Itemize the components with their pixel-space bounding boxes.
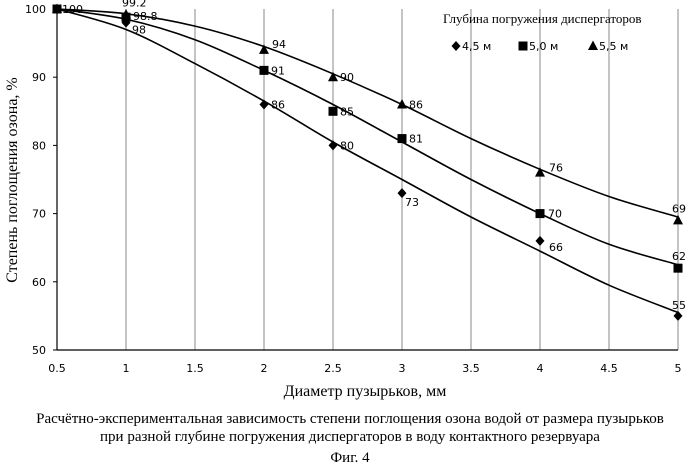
data-label: 98 — [132, 24, 146, 37]
x-tick-label: 2 — [261, 362, 268, 375]
trend-line-2 — [56, 8, 679, 266]
data-label: 62 — [672, 250, 686, 263]
data-point — [259, 65, 269, 75]
data-labels: 100 98 86 80 73 66 55 98.8 91 85 81 70 62 99.2 94 90 86 7… — [62, 0, 686, 312]
trend-line-1 — [56, 8, 679, 314]
data-label: 91 — [271, 64, 285, 77]
legend-label: 5,0 м — [529, 40, 558, 53]
data-point — [52, 3, 62, 13]
x-tick-label: 2.5 — [324, 362, 342, 375]
legend-marker — [588, 40, 598, 50]
legend-marker — [518, 41, 528, 51]
x-tick-label: 1.5 — [186, 362, 204, 375]
x-tick-label: 0.5 — [48, 362, 66, 375]
y-tick-label: 80 — [32, 139, 46, 152]
x-tick-label: 3.5 — [462, 362, 480, 375]
data-point — [397, 98, 407, 109]
data-label: 55 — [672, 299, 686, 312]
x-tick-label: 3 — [399, 362, 406, 375]
data-label: 85 — [340, 105, 354, 118]
y-tick-label: 50 — [32, 344, 46, 357]
data-point — [397, 134, 407, 144]
x-tick-label: 4 — [537, 362, 544, 375]
data-label: 81 — [409, 133, 423, 146]
data-point — [259, 99, 269, 110]
data-point — [535, 167, 545, 177]
data-label: 86 — [409, 98, 423, 111]
caption-line-2: при разной глубине погружения диспергато… — [100, 429, 600, 445]
y-tick-label: 90 — [32, 71, 46, 84]
figure-label: Фиг. 4 — [330, 450, 370, 466]
data-label: 94 — [272, 38, 286, 51]
data-point — [328, 140, 338, 151]
data-label: 73 — [405, 196, 419, 209]
data-label: 90 — [340, 71, 354, 84]
caption-line-1: Расчётно-экспериментальная зависимость с… — [36, 411, 664, 427]
chart: 0.5 1 1.5 2 2.5 3 3.5 4 4.5 5 50 60 70 80 90 100 100 98 8… — [4, 0, 686, 400]
data-label: 69 — [672, 202, 686, 215]
x-tick-label: 5 — [675, 362, 682, 375]
data-point — [259, 44, 269, 54]
data-label: 99.2 — [122, 0, 147, 9]
y-axis-title: Степень поглощения озона, % — [4, 77, 21, 283]
x-tick-label: 1 — [123, 362, 130, 375]
x-tick-label: 4.5 — [600, 362, 618, 375]
y-tick-label: 60 — [32, 276, 46, 289]
legend-title: Глубина погружения диспергаторов — [443, 11, 642, 26]
data-label: 100 — [62, 3, 83, 16]
data-point — [673, 214, 683, 225]
legend-label: 4,5 м — [462, 40, 491, 53]
data-label: 86 — [271, 98, 285, 111]
axes: 0.5 1 1.5 2 2.5 3 3.5 4 4.5 5 50 60 70 80 90 100 — [25, 3, 682, 375]
data-point — [535, 235, 545, 246]
data-label: 80 — [340, 139, 354, 152]
y-tick-label: 70 — [32, 208, 46, 221]
trend-line-3 — [56, 8, 679, 218]
data-label: 76 — [549, 162, 563, 175]
data-point — [328, 71, 338, 82]
legend: Глубина погружения диспергаторов 4,5 м 5,… — [443, 11, 642, 53]
trend-curves — [56, 8, 679, 314]
data-label: 70 — [548, 208, 562, 221]
data-label: 66 — [549, 241, 563, 254]
x-axis-title: Диаметр пузырьков, мм — [284, 383, 447, 400]
data-label: 98.8 — [133, 10, 158, 23]
data-point — [535, 209, 545, 219]
data-point — [397, 188, 407, 199]
legend-marker — [451, 41, 461, 51]
data-point — [328, 106, 338, 116]
data-point — [673, 310, 683, 321]
data-point — [121, 8, 131, 19]
legend-label: 5,5 м — [599, 40, 628, 53]
data-point — [673, 263, 683, 273]
markers — [52, 3, 683, 321]
y-tick-label: 100 — [25, 3, 46, 16]
